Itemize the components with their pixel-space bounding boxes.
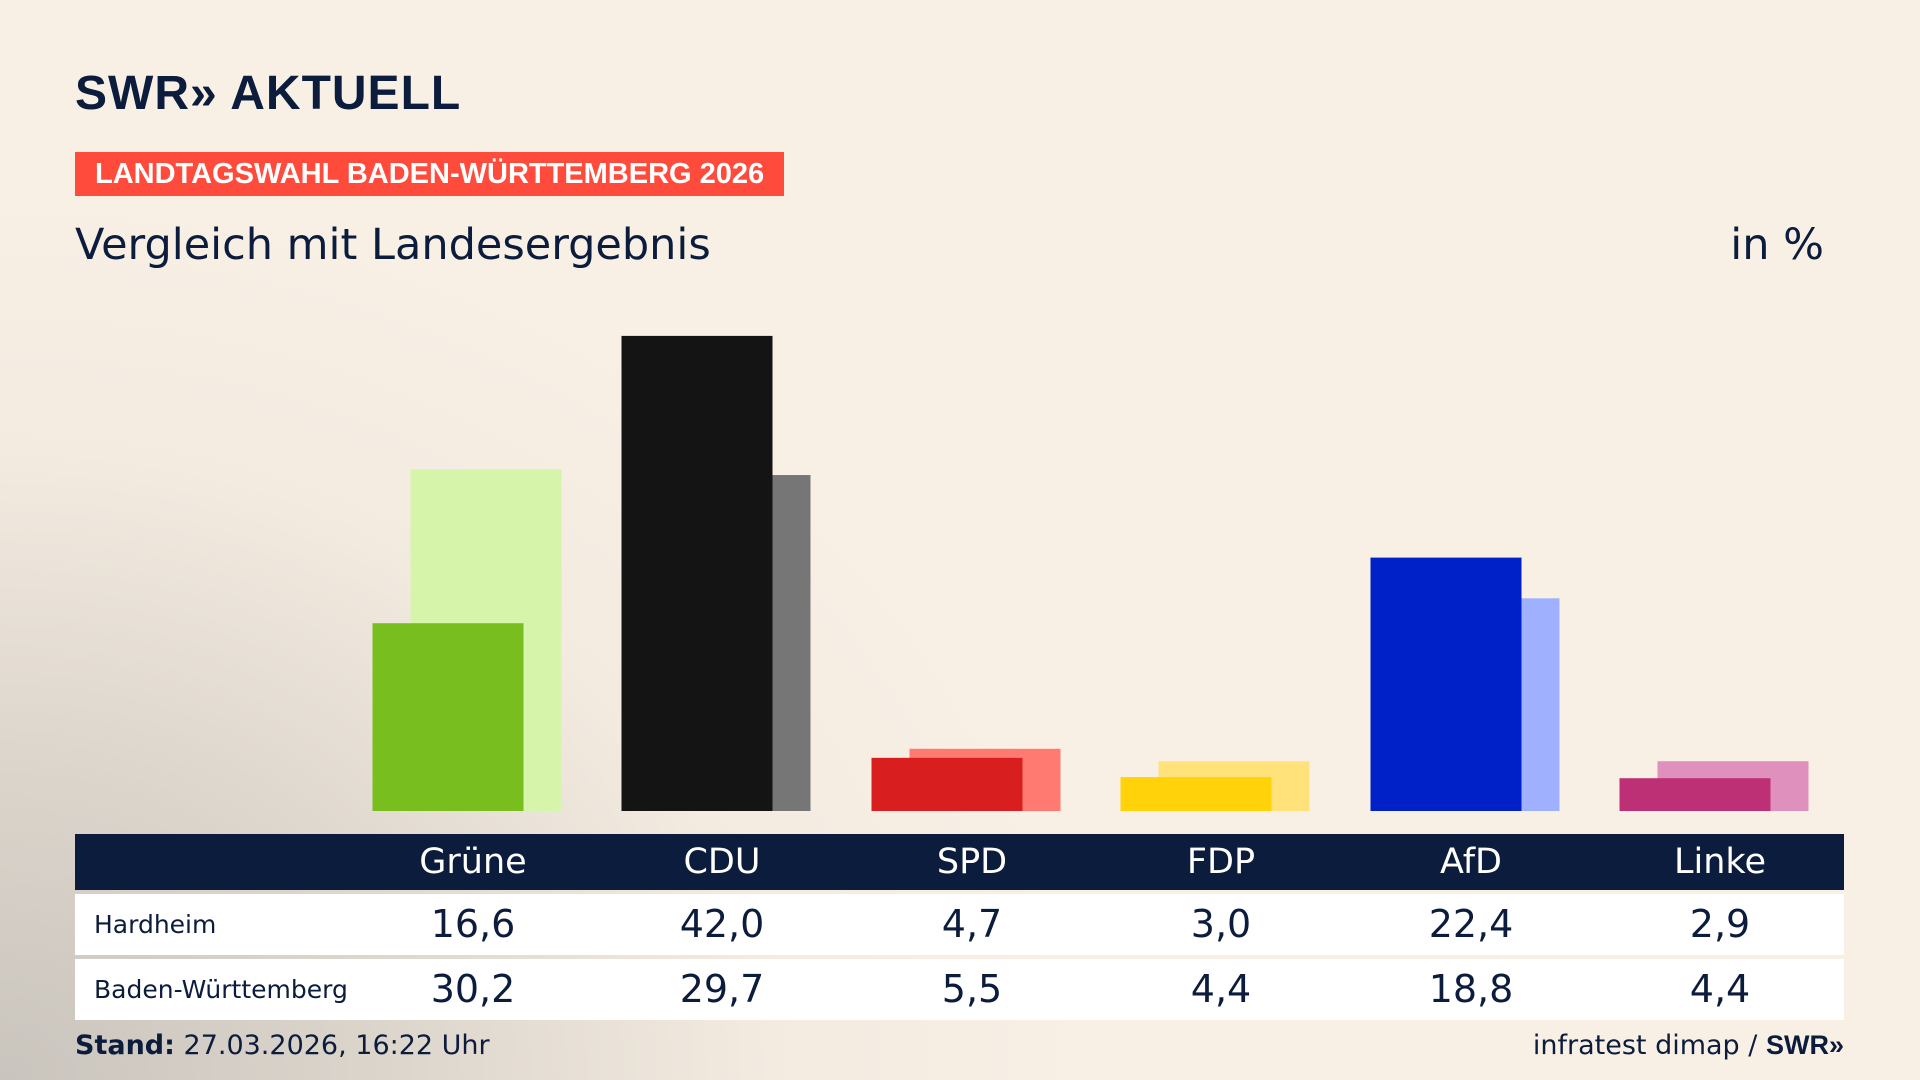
- results-table: Grüne CDU SPD FDP AfD Linke Hardheim 16,6 42,0…: [75, 834, 1844, 1020]
- bar-afd-hardheim: [1370, 557, 1522, 811]
- bar-cdu-hardheim: [621, 335, 773, 811]
- table-header: Grüne CDU SPD FDP AfD Linke: [75, 834, 1844, 890]
- row-label: Baden-Württemberg: [94, 975, 348, 1004]
- stand-label: Stand:: [75, 1030, 175, 1061]
- swr-logo: SWR»: [1765, 1030, 1844, 1060]
- data-label: 29,7: [679, 967, 765, 1011]
- timestamp: Stand: 27.03.2026, 16:22 Uhr: [75, 1030, 490, 1061]
- data-label: 22,4: [1428, 902, 1514, 946]
- bar-spd-hardheim: [871, 757, 1023, 811]
- column-header: SPD: [936, 842, 1008, 882]
- bar-linke-hardheim: [1619, 778, 1771, 811]
- data-label: 4,4: [1190, 967, 1252, 1011]
- stand-value: 27.03.2026, 16:22 Uhr: [183, 1030, 490, 1061]
- row-label: Hardheim: [94, 910, 217, 939]
- table-row: Hardheim 16,6 42,0 4,7 3,0 22,4 2,9: [75, 894, 1844, 955]
- data-label: 42,0: [679, 902, 765, 946]
- column-header: CDU: [683, 842, 761, 882]
- data-label: 5,5: [941, 967, 1003, 1011]
- election-banner: LANDTAGSWAHL BADEN-WÜRTTEMBERG 2026: [75, 152, 785, 196]
- data-label: 30,2: [430, 967, 516, 1011]
- table-row: Baden-Württemberg 30,2 29,7 5,5 4,4 18,8 4,4: [75, 959, 1844, 1020]
- swr-aktuell-logo: SWR» AKTUELL: [75, 67, 462, 120]
- column-header: Linke: [1674, 842, 1766, 882]
- source-text: infratest dimap /: [1532, 1030, 1758, 1061]
- data-label: 4,7: [941, 902, 1003, 946]
- data-label: 16,6: [430, 902, 516, 946]
- bar-grüne-hardheim: [372, 623, 524, 811]
- column-header: AfD: [1440, 842, 1502, 882]
- column-header: FDP: [1186, 842, 1256, 882]
- data-label: 4,4: [1689, 967, 1751, 1011]
- data-label: 3,0: [1190, 902, 1252, 946]
- source: infratest dimap / SWR»: [1533, 1030, 1844, 1061]
- unit-label: in %: [1730, 220, 1824, 270]
- column-header: Grüne: [419, 842, 527, 882]
- bar-fdp-hardheim: [1120, 777, 1272, 811]
- page-title: Vergleich mit Landesergebnis: [75, 220, 711, 270]
- data-label: 2,9: [1689, 902, 1751, 946]
- data-label: 18,8: [1428, 967, 1514, 1011]
